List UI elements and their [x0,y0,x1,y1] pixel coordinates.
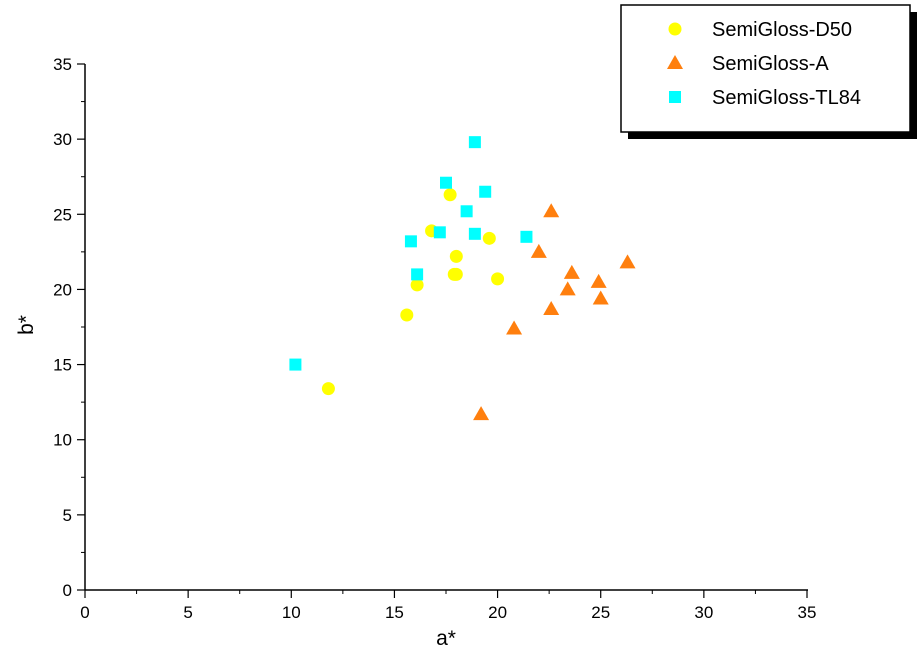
y-tick-label: 15 [53,356,72,375]
y-tick-label: 20 [53,280,72,299]
data-point [559,281,576,296]
data-point [404,235,417,248]
data-point [449,249,463,263]
y-tick-label: 25 [53,205,72,224]
series-semigloss-a [473,203,636,421]
legend: SemiGloss-D50 SemiGloss-A SemiGloss-TL84 [620,4,917,139]
legend-label: SemiGloss-A [712,53,829,75]
data-point [321,382,335,396]
data-point [449,267,463,281]
axes: 0 5 10 15 20 25 30 35 0 5 10 15 20 25 30 35 [53,55,816,622]
data-point [468,136,481,149]
y-tick-label: 5 [63,506,72,525]
data-point [619,254,636,269]
data-point [543,203,560,218]
legend-marker [669,91,681,103]
data-point [460,205,473,218]
data-point [400,308,414,322]
y-tick-label: 35 [53,55,72,74]
x-tick-label: 0 [80,603,89,622]
data-point [410,278,424,292]
x-tick-label: 5 [183,603,192,622]
data-points [289,136,636,421]
data-point [491,272,505,286]
data-point [411,268,424,281]
data-point [592,290,609,305]
data-point [530,243,547,258]
x-tick-label: 10 [282,603,301,622]
data-point [520,230,533,243]
data-point [506,320,523,335]
data-point [468,227,481,240]
x-tick-label: 30 [694,603,713,622]
data-point [543,300,560,315]
legend-label: SemiGloss-TL84 [712,87,861,109]
y-tick-label: 10 [53,431,72,450]
y-tick-label: 30 [53,130,72,149]
data-point [433,226,446,239]
y-axis-title: b* [15,315,38,335]
x-tick-label: 15 [385,603,404,622]
series-semigloss-tl84 [289,136,533,371]
y-tick-label: 0 [63,581,72,600]
data-point [590,273,607,288]
legend-marker [667,55,683,69]
legend-marker [668,22,682,36]
data-point [473,406,490,421]
data-point [482,231,496,245]
x-tick-label: 20 [488,603,507,622]
x-tick-label: 25 [591,603,610,622]
x-tick-label: 35 [798,603,817,622]
data-point [479,185,492,198]
x-axis-title: a* [436,627,456,650]
data-point [443,188,457,202]
data-point [563,264,580,279]
data-point [440,176,452,189]
legend-label: SemiGloss-D50 [712,19,852,41]
series-semigloss-d50 [321,188,505,396]
data-point [289,358,302,371]
